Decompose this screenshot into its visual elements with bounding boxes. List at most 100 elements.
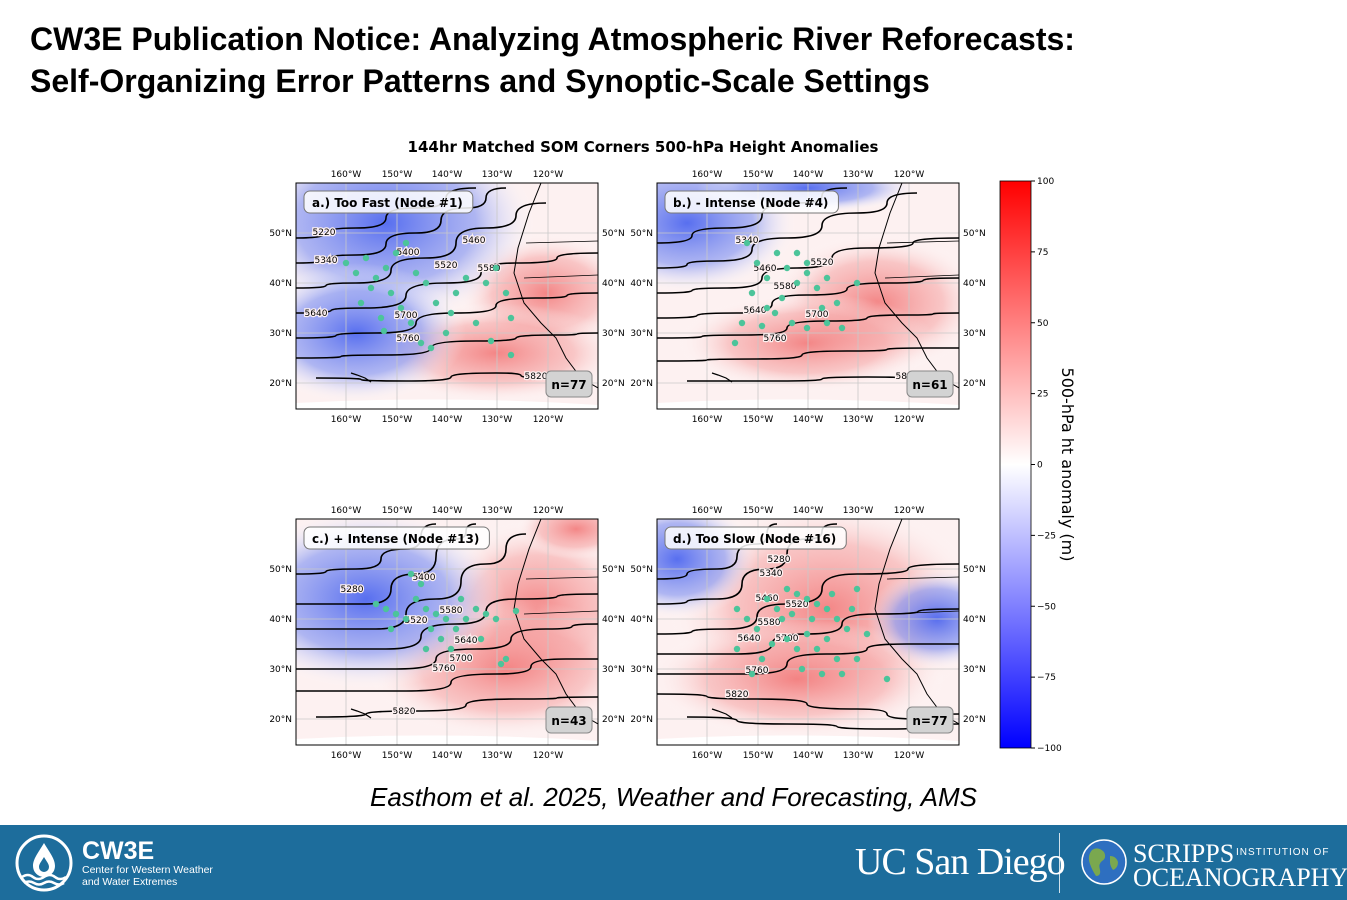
- ar-point: [412, 269, 420, 277]
- ar-point: [512, 607, 520, 615]
- contour-label: 5640: [455, 636, 478, 646]
- lon-tick-label: 160°W: [331, 170, 362, 180]
- lon-tick-label: 160°W: [331, 415, 362, 425]
- ar-point: [783, 585, 791, 593]
- lon-tick-label: 140°W: [793, 170, 824, 180]
- ar-point: [818, 670, 826, 678]
- height-contour: [657, 347, 959, 362]
- lat-tick-label: 40°N: [630, 615, 653, 625]
- ar-point: [773, 605, 781, 613]
- contour-label: 5820: [726, 690, 749, 700]
- ar-point: [748, 670, 756, 678]
- footer-bar: CW3E Center for Western Weather and Wate…: [0, 825, 1347, 900]
- lat-tick-label: 50°N: [630, 565, 653, 575]
- ar-point: [442, 329, 450, 337]
- lat-tick-label: 40°N: [602, 615, 625, 625]
- height-contour: [296, 292, 598, 339]
- ar-point: [813, 284, 821, 292]
- colorbar-tick-label: 0: [1037, 461, 1043, 471]
- height-contour: [315, 696, 598, 718]
- ar-point: [748, 289, 756, 297]
- colorbar-tick-label: 100: [1037, 177, 1054, 187]
- lat-tick-label: 20°N: [963, 715, 986, 725]
- contour-label: 5640: [305, 309, 328, 319]
- ar-point: [788, 610, 796, 618]
- lon-tick-label: 160°W: [692, 506, 723, 516]
- lon-tick-label: 120°W: [894, 506, 925, 516]
- lon-tick-label: 150°W: [743, 170, 774, 180]
- colorbar: [999, 180, 1032, 749]
- lat-tick-label: 20°N: [963, 379, 986, 389]
- sample-count: n=61: [912, 378, 947, 392]
- ar-point: [387, 625, 395, 633]
- ar-point: [392, 249, 400, 257]
- lon-tick-label: 130°W: [482, 170, 513, 180]
- ar-point: [417, 580, 425, 588]
- sample-count: n=77: [912, 714, 947, 728]
- scripps-institution: INSTITUTION OF: [1236, 847, 1330, 858]
- height-contour: [296, 623, 598, 670]
- lat-tick-label: 30°N: [602, 665, 625, 675]
- contour-label: 5280: [341, 585, 364, 595]
- colorbar-tick-label: 50: [1037, 319, 1049, 329]
- lon-tick-label: 150°W: [382, 170, 413, 180]
- lon-tick-label: 150°W: [743, 415, 774, 425]
- sample-count-box: [545, 706, 593, 734]
- ar-point: [838, 670, 846, 678]
- lon-tick-label: 140°W: [432, 751, 463, 761]
- citation: Easthom et al. 2025, Weather and Forecas…: [370, 782, 977, 812]
- slide-title: CW3E Publication Notice: Analyzing Atmos…: [30, 18, 1330, 102]
- ar-point: [342, 259, 350, 267]
- chart-title: 144hr Matched SOM Corners 500-hPa Height…: [408, 138, 879, 156]
- ar-point: [422, 605, 430, 613]
- hawaii-islands: [711, 372, 733, 383]
- ar-point: [427, 344, 435, 352]
- ar-point: [447, 309, 455, 317]
- ar-point: [743, 615, 751, 623]
- ar-point: [733, 605, 741, 613]
- sample-count: n=77: [551, 378, 586, 392]
- lat-tick-label: 20°N: [269, 379, 292, 389]
- lat-tick-label: 20°N: [602, 715, 625, 725]
- lat-tick-label: 40°N: [269, 279, 292, 289]
- ar-point: [731, 339, 739, 347]
- ar-point: [883, 675, 891, 683]
- panel-label: c.) + Intense (Node #13): [312, 532, 479, 546]
- ar-point: [422, 279, 430, 287]
- height-contour: [657, 192, 918, 269]
- panel-label: b.) - Intense (Node #4): [673, 196, 828, 210]
- height-contour: [296, 658, 598, 692]
- contour-label: 5400: [413, 573, 436, 583]
- scripps-name: SCRIPPS: [1133, 839, 1235, 868]
- ar-point: [472, 319, 480, 327]
- lat-tick-label: 50°N: [269, 565, 292, 575]
- ar-point: [823, 274, 831, 282]
- cw3e-name: CW3E: [82, 837, 155, 865]
- ar-point: [823, 635, 831, 643]
- ar-point: [497, 660, 505, 668]
- ar-point: [462, 274, 470, 282]
- positive-anomaly: [677, 293, 937, 393]
- lon-tick-label: 140°W: [432, 415, 463, 425]
- lat-tick-label: 30°N: [630, 329, 653, 339]
- ar-point: [778, 294, 786, 302]
- height-contour: [687, 376, 938, 382]
- colorbar-tick-label: −50: [1037, 602, 1056, 612]
- ar-point: [432, 610, 440, 618]
- map-frame: [656, 518, 960, 746]
- ar-point: [442, 615, 450, 623]
- lat-tick-label: 50°N: [963, 229, 986, 239]
- ar-point: [452, 625, 460, 633]
- lon-tick-label: 140°W: [793, 751, 824, 761]
- state-borders: [523, 576, 598, 615]
- map-frame: [656, 182, 960, 410]
- sample-count-box: [545, 370, 593, 398]
- ar-point: [380, 327, 388, 335]
- ar-point: [432, 299, 440, 307]
- lon-tick-label: 160°W: [692, 415, 723, 425]
- map-frame: [295, 518, 599, 746]
- lat-tick-label: 30°N: [630, 665, 653, 675]
- state-borders: [884, 240, 959, 279]
